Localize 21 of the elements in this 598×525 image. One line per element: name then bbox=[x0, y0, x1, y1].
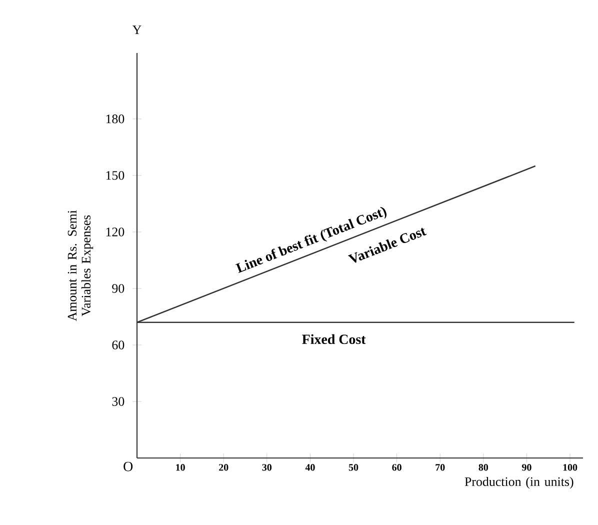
x-tick-label: 50 bbox=[348, 464, 358, 471]
y-axis-title: Amount in Rs. Semi Variables Expenses bbox=[68, 210, 94, 322]
x-tick-label: 80 bbox=[478, 464, 488, 471]
x-tick-label: 70 bbox=[436, 464, 445, 471]
x-tick-label: 100 bbox=[563, 464, 578, 471]
x-tick-label: 10 bbox=[176, 464, 185, 471]
x-tick-label: 40 bbox=[305, 464, 315, 471]
y-tick-label: 120 bbox=[106, 228, 124, 236]
text: O bbox=[124, 462, 133, 472]
x-tick-label: 90 bbox=[522, 464, 532, 471]
series-label: Fixed Cost bbox=[302, 334, 366, 344]
x-axis-title: Production (in units) bbox=[464, 476, 574, 489]
y-tick-label: 180 bbox=[106, 114, 124, 124]
y-tick-label: 150 bbox=[106, 171, 124, 180]
y-tick-label: 30 bbox=[112, 397, 124, 406]
x-tick-label: 60 bbox=[392, 464, 402, 471]
x-tick-label: 20 bbox=[219, 464, 228, 471]
x-tick-label: 30 bbox=[262, 464, 272, 471]
y-tick-label: 90 bbox=[112, 284, 124, 293]
y-tick-label: 60 bbox=[112, 340, 124, 350]
text: Y bbox=[132, 26, 142, 34]
